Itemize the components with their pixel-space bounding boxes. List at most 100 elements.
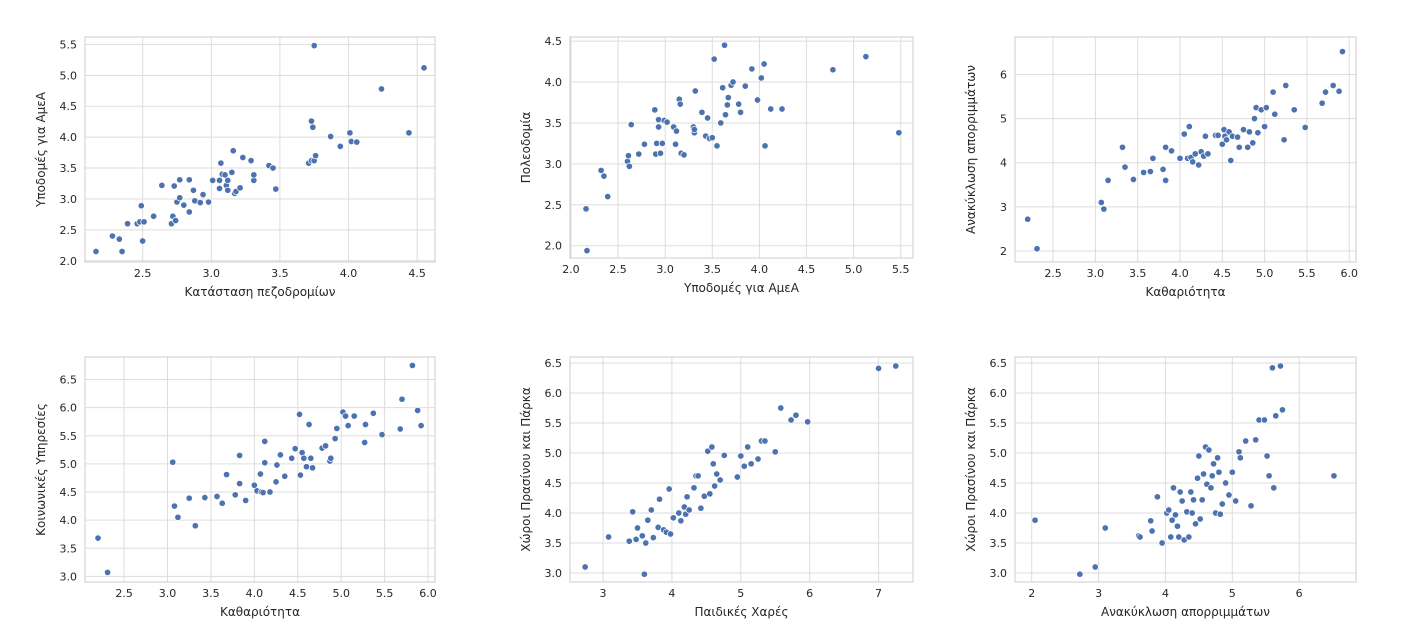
data-point bbox=[761, 142, 769, 150]
y-tick-label: 4.0 bbox=[545, 76, 563, 89]
x-tick-label: 6 bbox=[1296, 587, 1303, 600]
data-point bbox=[744, 443, 752, 451]
data-point bbox=[706, 490, 714, 498]
x-tick-label: 7 bbox=[875, 587, 882, 600]
y-tick-label: 3.0 bbox=[60, 570, 78, 583]
data-point bbox=[405, 129, 413, 137]
data-point bbox=[1235, 448, 1243, 456]
data-point bbox=[760, 60, 768, 68]
plot-frame bbox=[1014, 36, 1357, 263]
data-point bbox=[223, 471, 231, 479]
scatter-plot-3: 2.5 3.0 3.5 4.0 4.5 5.0 5.5 6.0 2 3 4 5 6 Καθαριότητα… bbox=[964, 36, 1358, 299]
y-tick-label: 6.5 bbox=[545, 357, 563, 370]
data-point bbox=[172, 217, 180, 225]
y-tick-label: 3.5 bbox=[60, 542, 78, 555]
data-point bbox=[1196, 515, 1204, 523]
x-tick-label: 4.0 bbox=[751, 263, 769, 276]
data-point bbox=[719, 84, 727, 92]
data-point bbox=[115, 235, 123, 243]
scatter-panel-4: 2.5 3.0 3.5 4.0 4.5 5.0 5.5 6.0 3.0 3.5 4.0 4.5 5.0 5… bbox=[0, 319, 474, 642]
data-point bbox=[1167, 147, 1176, 155]
data-point bbox=[716, 476, 724, 484]
data-point bbox=[1129, 175, 1138, 184]
data-point bbox=[671, 140, 680, 148]
data-point bbox=[721, 111, 730, 119]
data-point bbox=[1218, 500, 1226, 508]
data-point bbox=[1329, 81, 1337, 90]
data-point bbox=[1176, 154, 1184, 162]
data-point bbox=[735, 100, 743, 108]
data-point bbox=[741, 82, 749, 90]
data-point bbox=[656, 149, 665, 157]
data-point bbox=[158, 181, 166, 189]
x-tick-label: 6.0 bbox=[419, 587, 437, 600]
data-point bbox=[1222, 136, 1231, 144]
x-tick-label: 4.0 bbox=[340, 267, 358, 280]
x-tick-label: 5.0 bbox=[332, 587, 350, 600]
data-point bbox=[1218, 140, 1226, 148]
y-tick-label: 3.0 bbox=[545, 567, 563, 580]
data-point bbox=[625, 537, 633, 545]
data-point bbox=[583, 247, 591, 255]
y-tick-label: 4.5 bbox=[545, 477, 563, 490]
y-axis-label: Ανακύκλωση απορριμμάτων bbox=[964, 65, 978, 234]
data-point bbox=[713, 470, 721, 478]
data-point bbox=[1076, 570, 1084, 578]
data-point bbox=[1239, 126, 1248, 134]
data-point bbox=[236, 184, 244, 192]
data-point bbox=[1097, 198, 1105, 206]
data-point bbox=[261, 437, 269, 445]
data-point bbox=[305, 420, 313, 429]
data-point bbox=[1167, 533, 1175, 541]
data-point bbox=[1254, 129, 1262, 137]
data-point bbox=[1175, 533, 1183, 541]
data-point bbox=[582, 205, 590, 213]
data-point bbox=[642, 539, 650, 547]
data-point bbox=[1159, 165, 1167, 173]
plot-background bbox=[1015, 357, 1356, 582]
y-tick-label: 4 bbox=[1000, 157, 1007, 170]
data-point bbox=[209, 176, 217, 184]
data-point bbox=[312, 152, 320, 160]
data-point bbox=[658, 139, 666, 147]
scatter-plot-4: 2.5 3.0 3.5 4.0 4.5 5.0 5.5 6.0 3.0 3.5 4.0 4.5 5.0 5… bbox=[34, 356, 437, 619]
data-point bbox=[295, 410, 304, 418]
data-point bbox=[1252, 436, 1260, 444]
data-point bbox=[892, 362, 900, 370]
data-point bbox=[1268, 364, 1276, 372]
y-tick-label: 5.5 bbox=[990, 417, 1008, 430]
x-tick-label: 3.0 bbox=[656, 263, 674, 276]
data-point bbox=[767, 105, 775, 113]
data-point bbox=[663, 118, 671, 126]
data-point bbox=[123, 220, 132, 228]
data-point bbox=[1121, 163, 1129, 171]
data-point bbox=[729, 78, 737, 86]
data-point bbox=[708, 443, 716, 451]
data-point bbox=[1201, 132, 1209, 140]
data-point bbox=[272, 478, 280, 486]
data-point bbox=[1158, 539, 1166, 547]
data-point bbox=[308, 464, 317, 472]
y-tick-label: 2.0 bbox=[545, 240, 563, 253]
data-point bbox=[218, 499, 226, 507]
x-tick-label: 5.0 bbox=[845, 263, 863, 276]
data-point bbox=[1147, 517, 1155, 525]
y-tick-label: 3.5 bbox=[545, 537, 563, 550]
data-point bbox=[1335, 87, 1343, 95]
data-point bbox=[199, 191, 207, 199]
x-tick-label: 4.5 bbox=[798, 263, 816, 276]
data-point bbox=[1263, 452, 1271, 460]
data-point bbox=[1245, 128, 1253, 136]
y-tick-label: 4.5 bbox=[545, 35, 563, 48]
data-point bbox=[1236, 454, 1244, 462]
data-point bbox=[723, 101, 731, 109]
plot-frame bbox=[84, 36, 436, 263]
y-tick-label: 6 bbox=[1000, 69, 1007, 82]
data-point bbox=[1235, 143, 1243, 151]
data-point bbox=[228, 168, 236, 176]
x-tick-label: 4.0 bbox=[246, 587, 264, 600]
y-tick-label: 4.0 bbox=[60, 514, 78, 527]
plot-background bbox=[570, 357, 913, 582]
data-point bbox=[694, 472, 702, 480]
x-tick-label: 2.5 bbox=[1044, 267, 1062, 280]
